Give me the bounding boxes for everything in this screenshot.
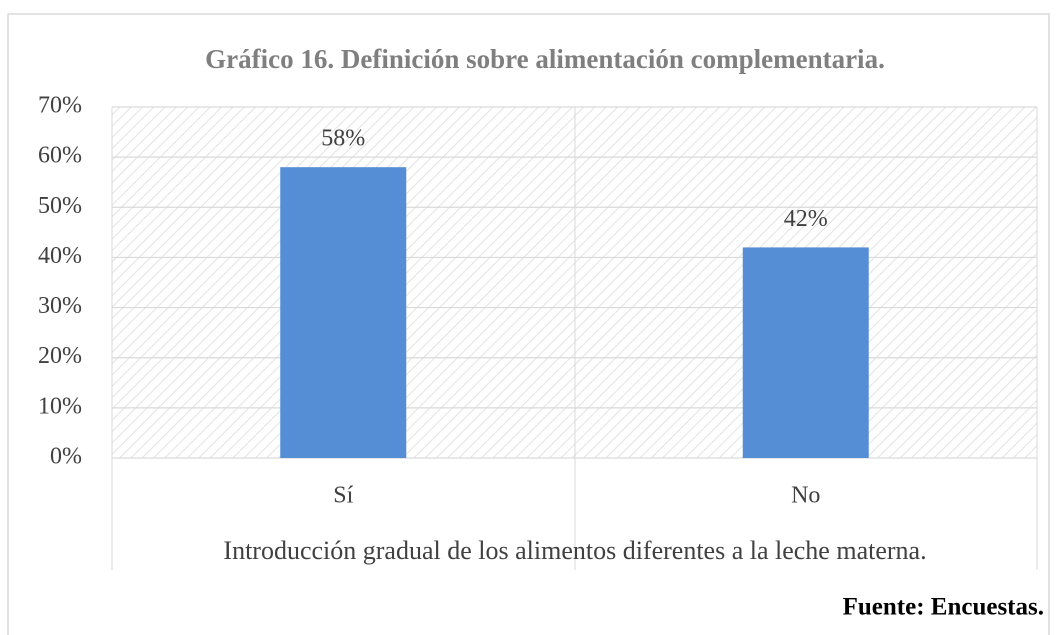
y-tick-label: 10%	[38, 393, 82, 419]
bar	[742, 247, 869, 458]
bar	[280, 167, 407, 458]
y-tick-label: 60%	[38, 143, 82, 169]
x-tick-label: Sí	[333, 483, 353, 509]
y-tick-label: 20%	[38, 343, 82, 369]
y-tick-label: 40%	[38, 243, 82, 269]
x-tick-label: No	[791, 483, 820, 509]
y-tick-label: 70%	[38, 93, 82, 119]
x-axis-title: Introducción gradual de los alimentos di…	[223, 536, 926, 565]
y-tick-label: 30%	[38, 293, 82, 319]
source-note: Fuente: Encuestas.	[843, 594, 1044, 621]
data-label: 42%	[784, 206, 828, 232]
y-tick-label: 0%	[50, 444, 82, 470]
y-tick-label: 50%	[38, 193, 82, 219]
data-label: 58%	[321, 126, 365, 152]
chart-title: Gráfico 16. Definición sobre alimentació…	[205, 44, 885, 74]
